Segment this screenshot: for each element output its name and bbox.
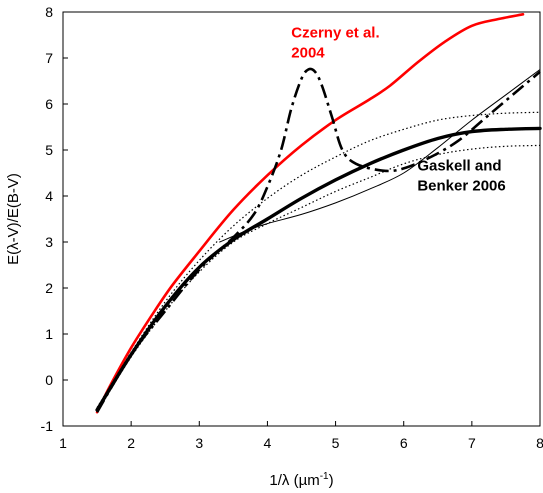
annotation-line: Gaskell and <box>417 158 501 175</box>
y-tick-label: 5 <box>45 142 53 158</box>
x-tick-label: 1 <box>59 435 67 451</box>
y-axis-ticks: -1 0 1 2 3 4 5 6 7 8 <box>41 4 68 434</box>
series-line-3 <box>96 111 541 408</box>
x-axis-title-base: 1/λ (µm <box>269 472 319 489</box>
annotation-layer: Czerny et al. 2004 Gaskell and Benker 2006 <box>291 24 505 194</box>
x-tick-label: 2 <box>127 435 135 451</box>
x-tick-label: 6 <box>400 435 408 451</box>
series-layer <box>95 13 542 414</box>
y-tick-label: 7 <box>45 50 53 66</box>
series-line-2 <box>95 126 542 412</box>
annotation-2: Gaskell and Benker 2006 <box>417 158 505 195</box>
y-tick-label: 3 <box>45 234 53 250</box>
x-axis-title-close: ) <box>329 472 334 489</box>
series-line-4 <box>96 144 541 413</box>
annotation-line: 2004 <box>291 44 325 61</box>
y-tick-label: 4 <box>45 188 53 204</box>
x-axis-ticks: 1 2 3 4 5 6 7 8 <box>59 421 543 451</box>
plot-frame <box>62 11 541 427</box>
y-tick-label: 8 <box>45 4 53 20</box>
series-line-5 <box>219 69 541 243</box>
y-axis-title: E(λ-V)/E(B-V) <box>5 173 22 265</box>
x-tick-label: 5 <box>332 435 340 451</box>
annotation-line: Czerny et al. <box>291 24 379 41</box>
series-line-6 <box>95 67 541 413</box>
x-tick-label: 3 <box>195 435 203 451</box>
annotation-1: Czerny et al. 2004 <box>291 24 379 61</box>
y-tick-label: -1 <box>41 418 54 434</box>
y-tick-label: 6 <box>45 96 53 112</box>
x-axis-title-superscript: -1 <box>320 471 329 482</box>
y-tick-label: 1 <box>45 326 53 342</box>
x-axis-title: 1/λ (µm-1) <box>269 471 333 489</box>
annotation-line: Benker 2006 <box>417 178 505 195</box>
x-tick-label: 4 <box>264 435 272 451</box>
x-tick-label: 7 <box>468 435 476 451</box>
x-tick-label: 8 <box>536 435 543 451</box>
y-tick-label: 0 <box>45 372 53 388</box>
series-line-1 <box>95 13 525 414</box>
y-tick-label: 2 <box>45 280 53 296</box>
